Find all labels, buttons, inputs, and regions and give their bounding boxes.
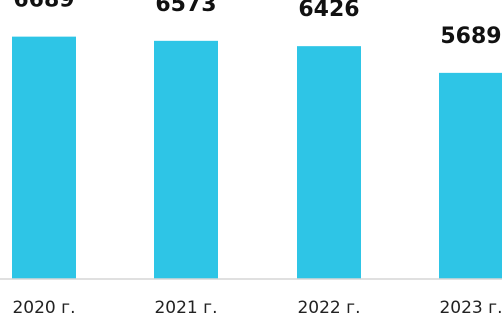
- x-tick-label-3: 2022 г.: [297, 298, 360, 318]
- bar-3: [297, 46, 361, 279]
- bar-2: [154, 40, 218, 280]
- x-tick-label-1: 2020 г.: [12, 298, 75, 318]
- x-tick-label-2: 2021 г.: [154, 298, 217, 318]
- x-tick-labels-group: 2020 г. 2021 г. 2022 г. 2023 г.: [12, 298, 502, 318]
- value-label-3: 6426: [298, 0, 359, 22]
- value-label-2: 6573: [155, 0, 216, 17]
- bars-group: [12, 36, 502, 280]
- x-tick-label-4: 2023 г.: [439, 298, 502, 318]
- value-label-4: 5689: [440, 24, 501, 49]
- value-labels-group: 6689 6573 6426 5689: [13, 0, 501, 49]
- bar-1: [12, 36, 76, 279]
- value-label-1: 6689: [13, 0, 74, 13]
- bar-4: [439, 72, 502, 279]
